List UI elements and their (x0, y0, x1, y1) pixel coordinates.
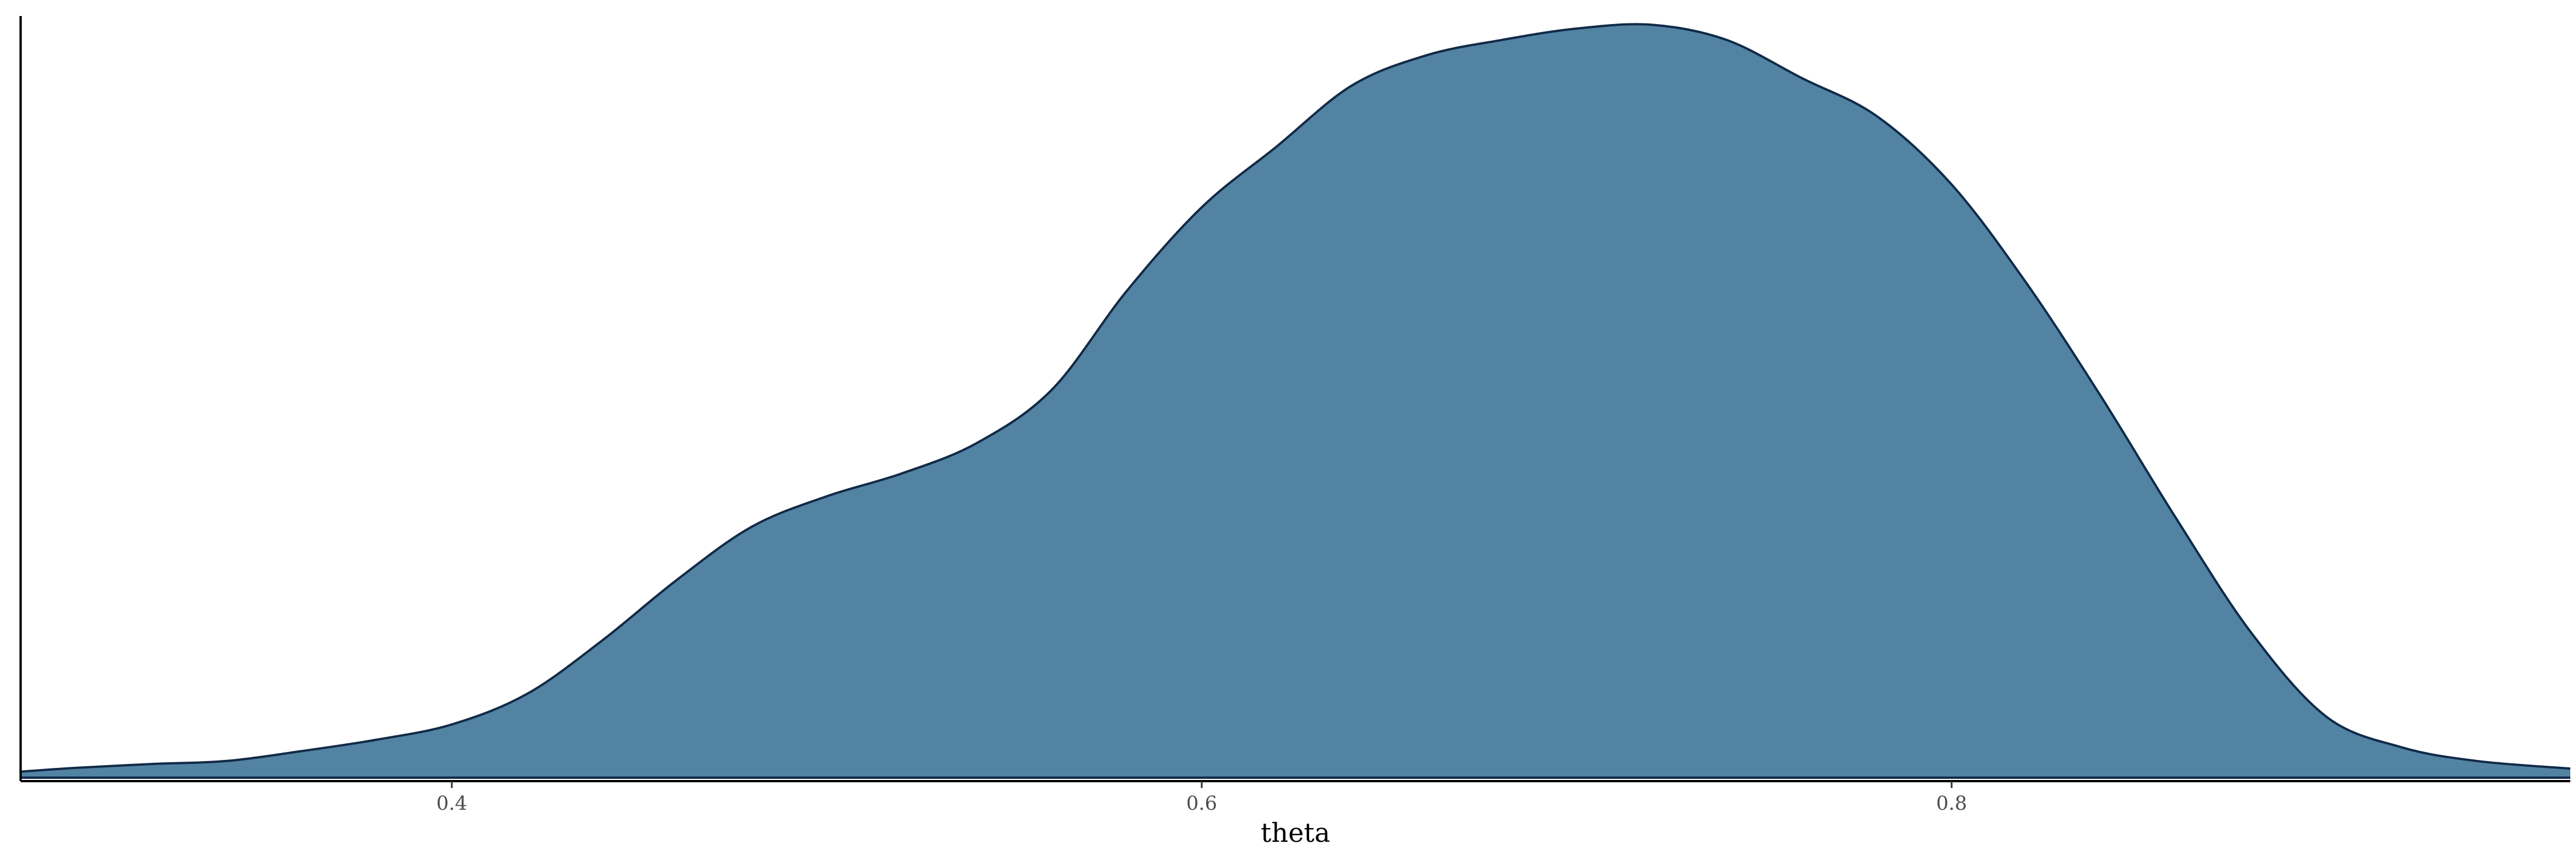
plot-area (20, 23, 2571, 779)
density-line (20, 23, 2571, 773)
x-tick-label: 0.8 (1936, 792, 1967, 815)
density-area (21, 24, 2570, 778)
x-axis-ticks: 0.4 0.6 0.8 (436, 781, 1967, 815)
x-axis-title: theta (1261, 817, 1330, 848)
x-tick-label: 0.6 (1186, 792, 1217, 815)
x-tick-label: 0.4 (436, 792, 467, 815)
